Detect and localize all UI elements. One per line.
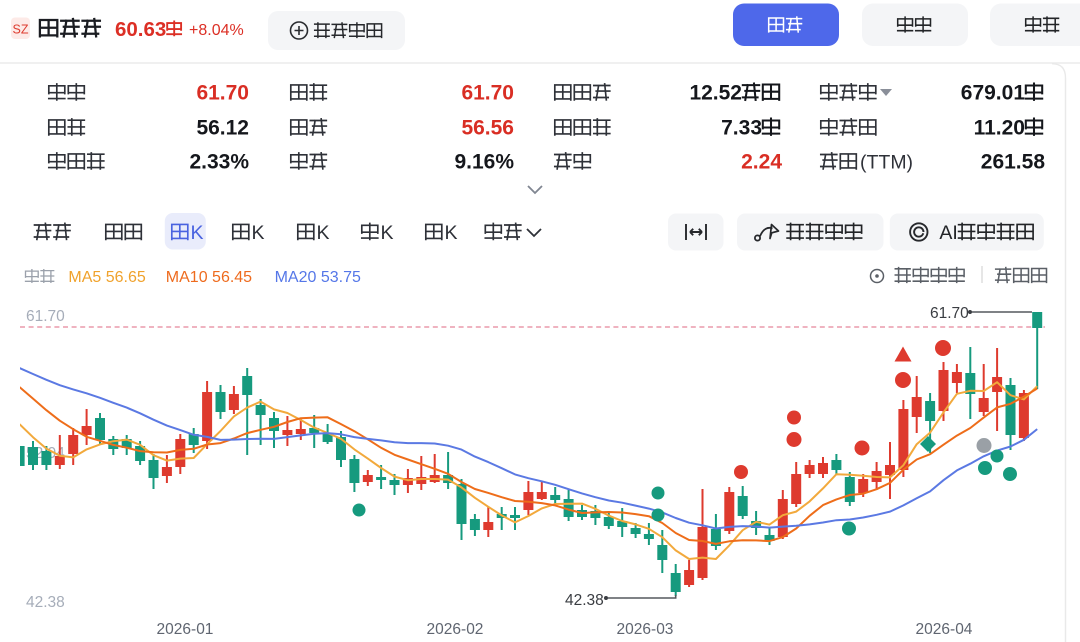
svg-text:56.56: 56.56 xyxy=(461,117,514,140)
svg-text:K: K xyxy=(445,222,458,244)
svg-text:42.38: 42.38 xyxy=(26,594,65,611)
svg-text:K: K xyxy=(317,222,330,244)
svg-text:SZ: SZ xyxy=(13,23,29,37)
svg-text:61.70: 61.70 xyxy=(461,82,514,105)
svg-text:11.20: 11.20 xyxy=(974,117,1025,140)
svg-text:MA20 53.75: MA20 53.75 xyxy=(275,269,361,286)
svg-text:2.24: 2.24 xyxy=(741,151,782,174)
svg-text:61.70: 61.70 xyxy=(26,308,65,325)
svg-text:9.16%: 9.16% xyxy=(454,151,514,174)
svg-text:261.58: 261.58 xyxy=(981,151,1046,174)
svg-text:MA10 56.45: MA10 56.45 xyxy=(166,269,252,286)
svg-text:2026-02: 2026-02 xyxy=(427,621,484,638)
svg-text:12.52: 12.52 xyxy=(689,82,742,105)
svg-text:60.63: 60.63 xyxy=(115,18,166,41)
svg-text:679.01: 679.01 xyxy=(961,82,1026,105)
svg-text:56.12: 56.12 xyxy=(196,117,249,140)
svg-text:2.33%: 2.33% xyxy=(189,151,249,174)
svg-text:MA5 56.65: MA5 56.65 xyxy=(68,269,145,286)
svg-text:(TTM): (TTM) xyxy=(860,152,913,174)
svg-text:K: K xyxy=(381,222,394,244)
svg-text:61.70: 61.70 xyxy=(930,305,969,322)
svg-text:+8.04%: +8.04% xyxy=(189,22,244,39)
svg-text:2026-01: 2026-01 xyxy=(157,621,214,638)
svg-text:7.33: 7.33 xyxy=(721,117,762,140)
svg-text:2026-03: 2026-03 xyxy=(617,621,674,638)
svg-text:42.38: 42.38 xyxy=(565,592,604,609)
svg-text:AI: AI xyxy=(939,222,957,244)
svg-text:2026-04: 2026-04 xyxy=(916,621,973,638)
svg-text:61.70: 61.70 xyxy=(196,82,249,105)
svg-text:K: K xyxy=(191,222,204,244)
svg-text:K: K xyxy=(252,222,265,244)
